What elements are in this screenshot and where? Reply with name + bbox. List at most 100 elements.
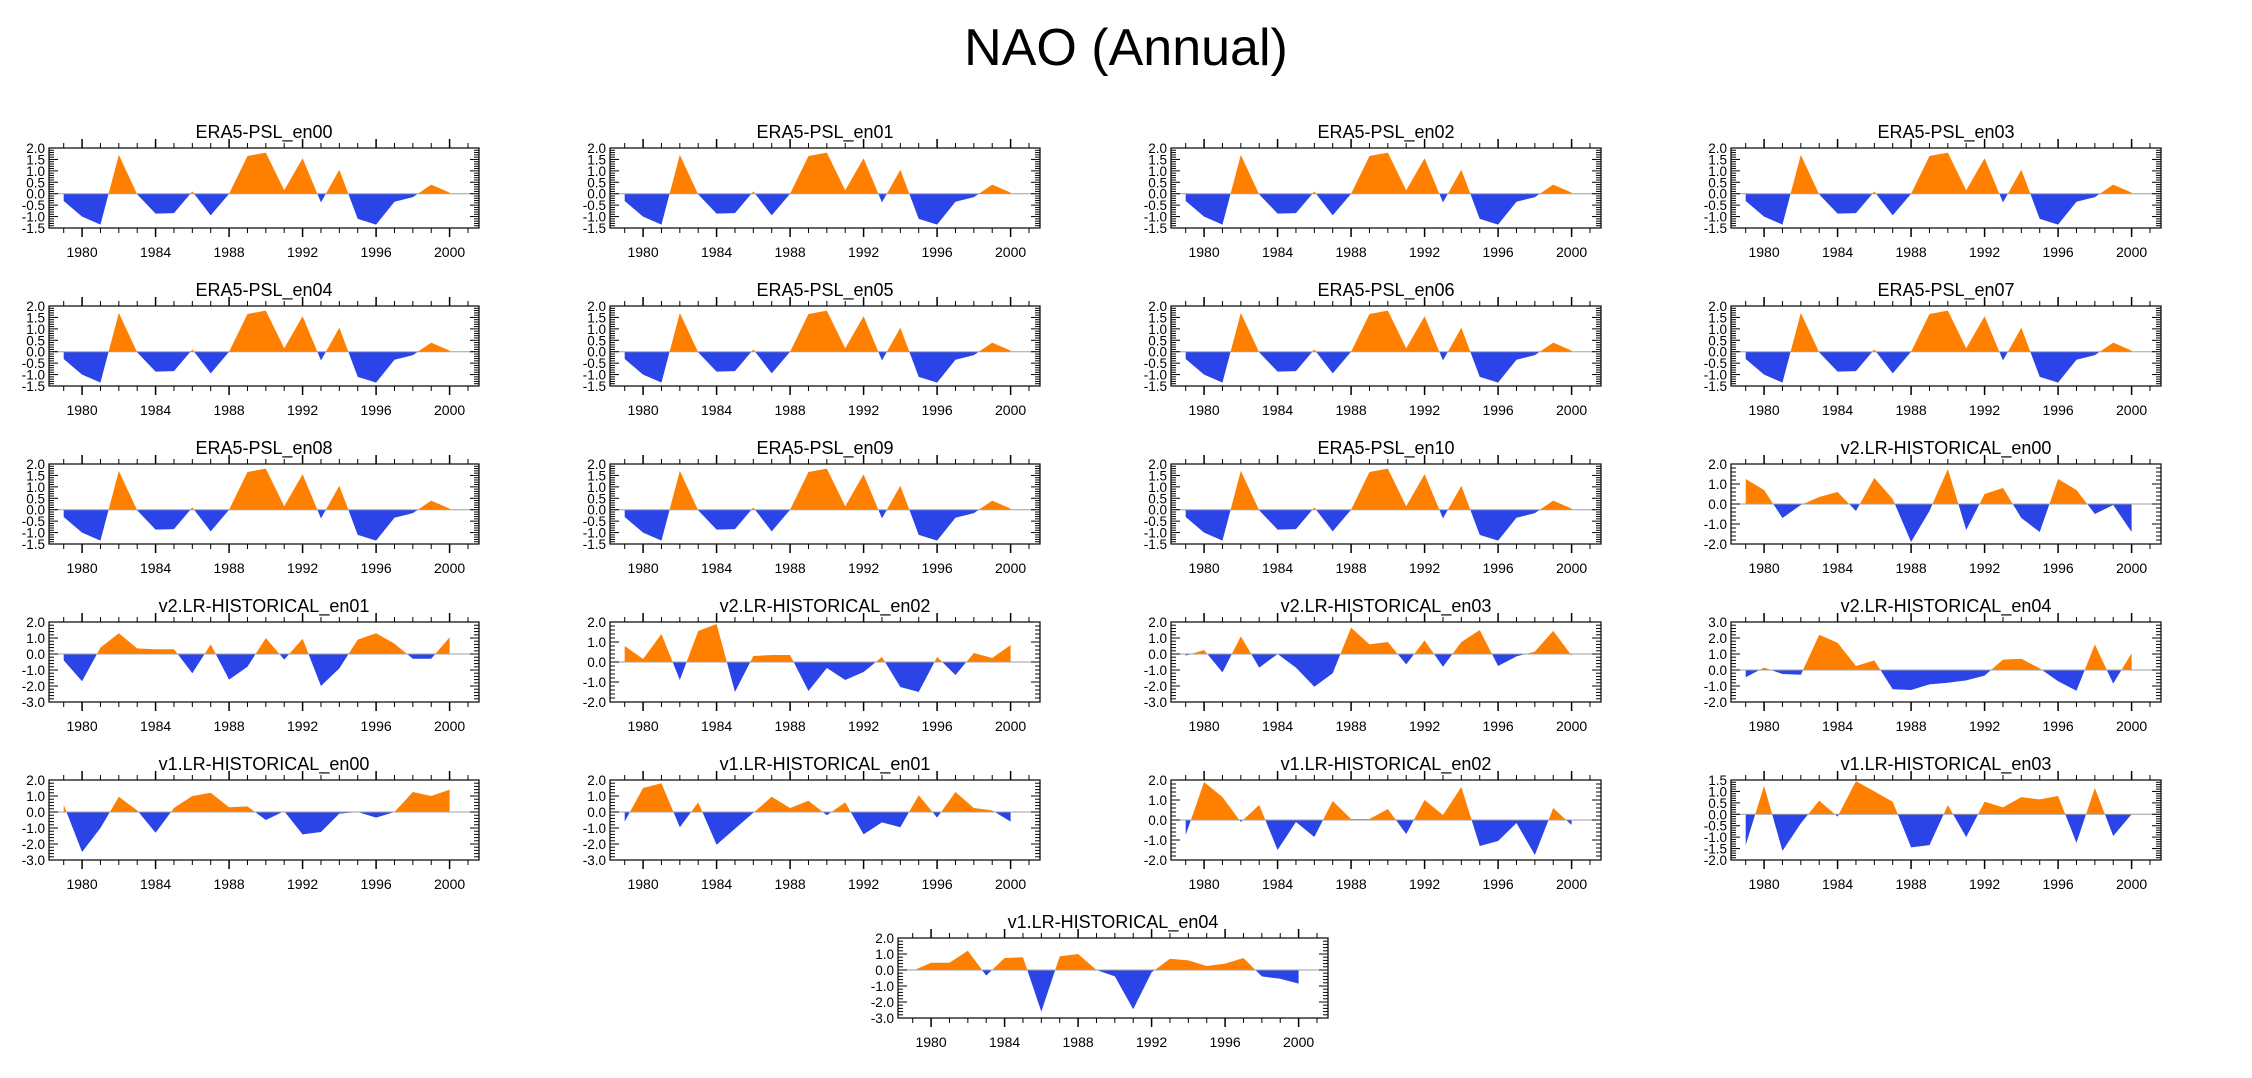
y-tick-label: -1.0 [583, 210, 606, 225]
y-tick-label: 2.0 [587, 773, 606, 788]
panel-title: v1.LR-HISTORICAL_en01 [720, 754, 931, 775]
positive-area [624, 624, 1011, 662]
x-tick-label: 1992 [1969, 244, 2000, 260]
negative-area [1745, 670, 2132, 691]
positive-area [624, 468, 1011, 510]
x-tick-label: 1988 [1896, 718, 1927, 734]
panel: ERA5-PSL_en01 1980 1984 1988 1992 1996 2000 2.0… [583, 122, 1041, 260]
y-tick-label: 0.0 [587, 187, 606, 202]
x-tick-label: 1984 [1822, 876, 1853, 892]
x-tick-label: 2000 [1556, 560, 1587, 576]
panel: v1.LR-HISTORICAL_en01 1980 1984 1988 1992 199… [583, 754, 1041, 892]
x-tick-label: 1984 [1822, 718, 1853, 734]
x-tick-label: 1984 [140, 402, 171, 418]
y-tick-label: -1.0 [22, 526, 45, 541]
x-tick-label: 1988 [214, 560, 245, 576]
y-tick-label: 1.0 [1708, 647, 1727, 662]
positive-area [1185, 152, 1572, 194]
y-tick-label: -2.0 [583, 695, 606, 710]
y-tick-label: 0.0 [587, 655, 606, 670]
plot-frame [48, 305, 480, 387]
y-tick-label: -1.0 [1144, 663, 1167, 678]
y-tick-label: 0.0 [1708, 663, 1727, 678]
y-tick-label: -1.0 [1704, 830, 1727, 845]
y-tick-label: 1.0 [587, 164, 606, 179]
x-tick-label: 1996 [361, 402, 392, 418]
negative-area [63, 509, 450, 541]
x-tick-label: 1980 [627, 244, 658, 260]
x-tick-label: 1980 [1748, 876, 1779, 892]
x-tick-label: 1988 [775, 718, 806, 734]
y-tick-label: -2.0 [871, 995, 894, 1010]
x-tick-label: 1992 [848, 560, 879, 576]
y-tick-label: 0.5 [26, 491, 45, 506]
panel: ERA5-PSL_en05 1980 1984 1988 1992 1996 2000 2.0… [583, 280, 1041, 418]
x-tick-label: 1996 [1483, 718, 1514, 734]
y-tick-label: -1.5 [1704, 842, 1727, 857]
x-tick-label: 1996 [361, 560, 392, 576]
y-tick-label: -1.0 [1144, 526, 1167, 541]
x-tick-label: 2000 [2116, 244, 2147, 260]
x-tick-label: 1980 [1188, 876, 1219, 892]
y-tick-label: 0.5 [1708, 175, 1727, 190]
plot-frame [1170, 147, 1602, 229]
plot-frame [48, 147, 480, 229]
positive-area [1185, 310, 1572, 352]
y-tick-label: 0.0 [26, 345, 45, 360]
x-tick-label: 2000 [1283, 1034, 1314, 1050]
negative-area [63, 351, 450, 383]
y-tick-label: -0.5 [22, 198, 45, 213]
positive-area [1185, 468, 1572, 510]
x-tick-label: 2000 [2116, 876, 2147, 892]
y-tick-label: 2.0 [26, 773, 45, 788]
plot-frame [897, 937, 1329, 1019]
y-tick-label: 1.0 [26, 631, 45, 646]
y-tick-label: 0.0 [26, 503, 45, 518]
x-tick-label: 1996 [1483, 244, 1514, 260]
y-tick-label: 1.0 [1148, 164, 1167, 179]
panel-title: v2.LR-HISTORICAL_en01 [159, 596, 370, 617]
y-tick-label: 0.0 [1148, 813, 1167, 828]
x-tick-label: 1992 [287, 876, 318, 892]
x-tick-label: 1980 [66, 244, 97, 260]
panel-title: ERA5-PSL_en09 [756, 438, 893, 459]
x-tick-label: 1980 [1748, 244, 1779, 260]
x-tick-label: 1988 [775, 876, 806, 892]
x-tick-label: 2000 [1556, 876, 1587, 892]
y-tick-label: -0.5 [1144, 198, 1167, 213]
y-tick-label: 2.0 [1148, 141, 1167, 156]
plot-frame [1170, 621, 1602, 703]
y-tick-label: 0.0 [875, 963, 894, 978]
y-tick-label: 1.0 [587, 480, 606, 495]
positive-area [912, 950, 1299, 970]
y-tick-label: 0.5 [26, 175, 45, 190]
panel: v2.LR-HISTORICAL_en00 1980 1984 1988 1992 199… [1704, 438, 2162, 576]
x-tick-label: 1996 [2043, 876, 2074, 892]
panel-title: v1.LR-HISTORICAL_en03 [1841, 754, 2052, 775]
y-tick-label: 1.0 [1708, 477, 1727, 492]
y-tick-label: 0.5 [587, 491, 606, 506]
x-tick-label: 1980 [1748, 718, 1779, 734]
panel: ERA5-PSL_en00 1980 1984 1988 1992 1996 2000 2.0… [22, 122, 480, 260]
positive-area [1745, 469, 2132, 504]
x-tick-label: 1992 [848, 244, 879, 260]
panel: v2.LR-HISTORICAL_en04 1980 1984 1988 1992 199… [1704, 596, 2162, 734]
positive-area [624, 152, 1011, 194]
x-tick-label: 1984 [701, 244, 732, 260]
x-tick-label: 2000 [434, 876, 465, 892]
panel-title: ERA5-PSL_en00 [195, 122, 332, 143]
x-tick-label: 1992 [848, 876, 879, 892]
panel-title: ERA5-PSL_en10 [1317, 438, 1454, 459]
y-tick-label: 2.0 [26, 615, 45, 630]
x-tick-label: 1984 [701, 402, 732, 418]
negative-area [63, 812, 450, 852]
y-tick-label: -2.0 [22, 679, 45, 694]
y-tick-label: -1.5 [22, 379, 45, 394]
plot-frame [1730, 621, 2162, 703]
negative-area [1745, 193, 2132, 225]
y-tick-label: -1.0 [583, 368, 606, 383]
plot-frame [609, 147, 1041, 229]
plot-frame [1730, 147, 2162, 229]
x-tick-label: 1984 [701, 718, 732, 734]
x-tick-label: 1992 [1136, 1034, 1167, 1050]
